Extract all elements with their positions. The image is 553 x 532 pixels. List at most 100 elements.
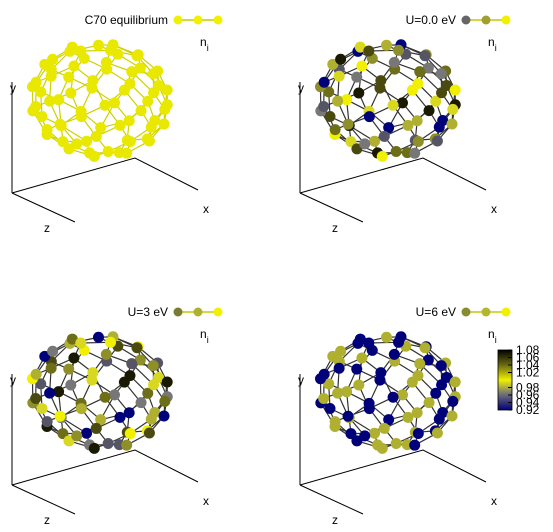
atom (146, 122, 157, 133)
legend-label: U=0.0 eV (406, 13, 456, 27)
atom (36, 403, 47, 414)
legend-marker (194, 16, 203, 25)
atom (91, 131, 102, 142)
axis-label: y (298, 373, 304, 387)
atom (31, 77, 42, 88)
atom (332, 388, 343, 399)
legend-subscript: i (207, 43, 209, 53)
atom (424, 397, 435, 408)
atom (100, 100, 111, 111)
atom (407, 377, 418, 388)
atom (44, 388, 55, 399)
atom (93, 40, 104, 51)
atom (419, 342, 430, 353)
legend-marker (174, 308, 183, 317)
atom (46, 71, 57, 82)
legend-symbol: ni (200, 327, 209, 345)
atom (89, 443, 100, 454)
atom (377, 443, 388, 454)
axis-label: z (332, 513, 338, 527)
atom (359, 138, 370, 149)
axis-label: z (44, 513, 50, 527)
atom (319, 369, 330, 380)
atom (63, 364, 74, 375)
legend-marker (174, 16, 183, 25)
atom (87, 367, 98, 378)
legend-subscript: i (207, 335, 209, 345)
atom (30, 393, 41, 404)
atom (402, 412, 413, 423)
atom (136, 397, 147, 408)
axis-label: x (491, 202, 497, 216)
atom (318, 101, 329, 112)
atom (389, 349, 400, 360)
atom (369, 428, 380, 439)
atom (125, 428, 136, 439)
atom (324, 403, 335, 414)
atom (450, 376, 461, 387)
atom (65, 88, 76, 99)
colorbar-tick-label: 1.02 (516, 366, 540, 380)
legend-label: U=3 eV (128, 305, 168, 319)
atom (330, 124, 341, 135)
legend-marker (214, 308, 223, 317)
legend-symbol: ni (200, 35, 209, 53)
atom (121, 440, 132, 451)
atom (334, 71, 345, 82)
legend-marker (462, 16, 471, 25)
atom (391, 146, 402, 157)
atom (75, 45, 86, 56)
atom (351, 72, 362, 83)
atom (162, 376, 173, 387)
atom (409, 440, 420, 451)
atom (369, 136, 380, 147)
atom (30, 101, 41, 112)
atom (42, 416, 53, 427)
atom (105, 337, 116, 348)
atom (159, 411, 170, 422)
atom (318, 393, 329, 404)
atom (397, 389, 408, 400)
atom (46, 363, 57, 374)
atom (377, 151, 388, 162)
atom (47, 346, 58, 357)
atom (89, 151, 100, 162)
legend-marker (502, 16, 511, 25)
atom (55, 119, 66, 130)
atom (162, 84, 173, 95)
atom (434, 122, 445, 133)
atom (144, 427, 155, 438)
atom (413, 136, 424, 147)
atom (131, 50, 142, 61)
atom (148, 379, 159, 390)
legend-subscript: i (495, 335, 497, 345)
legend-marker (482, 16, 491, 25)
atom (389, 57, 400, 68)
atom (68, 61, 79, 72)
atom (148, 68, 159, 79)
axis-label: y (298, 81, 304, 95)
atom (159, 396, 170, 407)
axis-label: x (491, 494, 497, 508)
atom (126, 66, 137, 77)
atom (343, 119, 354, 130)
atom (335, 346, 346, 357)
atom (136, 105, 147, 116)
atom (388, 100, 399, 111)
atom (131, 342, 142, 353)
atom (393, 337, 404, 348)
atom (402, 120, 413, 131)
atom (75, 337, 86, 348)
atom (359, 430, 370, 441)
atom (356, 353, 367, 364)
atom (419, 50, 430, 61)
atom (119, 85, 130, 96)
atom (159, 104, 170, 115)
atom (126, 358, 137, 369)
atom (436, 87, 447, 98)
atom (44, 96, 55, 107)
atom (42, 124, 53, 135)
atom (436, 360, 447, 371)
